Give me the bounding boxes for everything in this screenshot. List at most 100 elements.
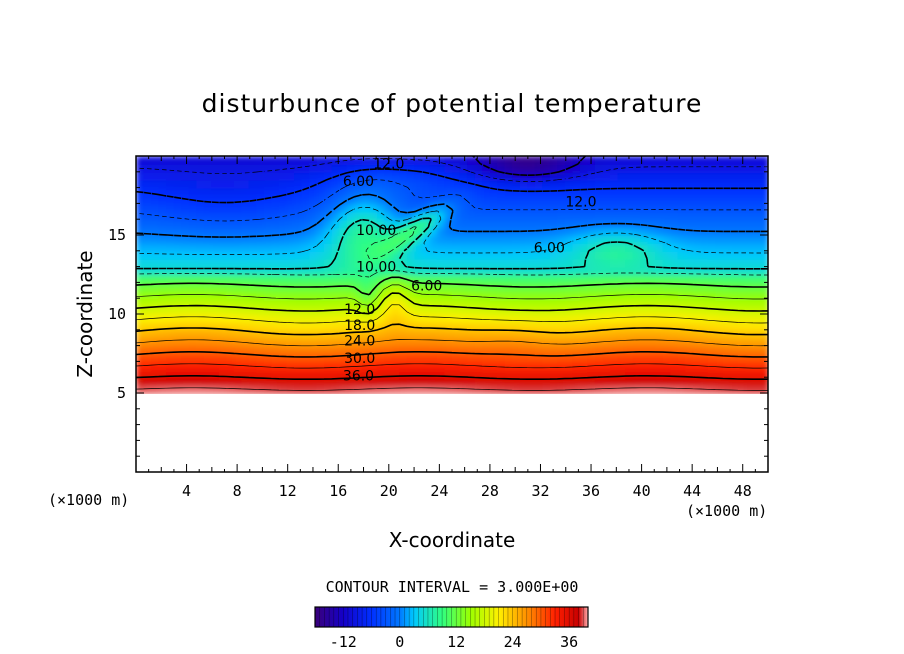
field-cell: [519, 298, 529, 308]
field-cell: [715, 258, 724, 268]
field-cell: [226, 274, 235, 284]
field-cell: [752, 377, 762, 387]
field-cell: [459, 203, 469, 213]
field-cell: [707, 179, 717, 189]
field-cell: [151, 369, 160, 379]
field-cell: [677, 235, 687, 244]
field-cell: [534, 377, 544, 387]
field-cell: [504, 321, 514, 331]
field-cell: [151, 290, 160, 300]
field-cell: [369, 235, 378, 244]
field-cell: [203, 195, 213, 205]
field-cell: [196, 337, 205, 347]
field-cell: [489, 163, 499, 173]
field-cell: [173, 163, 183, 173]
field-cell: [625, 258, 634, 268]
field-cell: [534, 227, 544, 236]
field-cell: [737, 163, 747, 173]
field-cell: [391, 274, 401, 284]
field-cell: [188, 258, 198, 268]
field-cell: [752, 258, 762, 268]
field-cell: [452, 242, 461, 252]
field-cell: [301, 345, 311, 355]
field-cell: [429, 203, 438, 213]
field-cell: [241, 274, 250, 284]
field-cell: [715, 369, 724, 379]
field-cell: [151, 250, 160, 260]
field-cell: [278, 321, 288, 331]
field-cell: [640, 156, 649, 165]
field-cell: [700, 274, 709, 284]
field-cell: [233, 385, 243, 394]
field-cell: [136, 306, 145, 315]
field-cell: [158, 203, 168, 213]
field-cell: [158, 195, 168, 205]
field-cell: [444, 321, 453, 331]
field-cell: [166, 187, 175, 197]
field-cell: [376, 290, 386, 300]
field-cell: [316, 361, 326, 371]
field-cell: [136, 195, 145, 205]
field-cell: [436, 179, 446, 189]
field-cell: [722, 337, 732, 347]
field-cell: [196, 314, 205, 323]
field-cell: [248, 345, 258, 355]
field-cell: [399, 187, 408, 197]
field-cell: [670, 219, 679, 229]
field-cell: [610, 235, 619, 244]
field-cell: [512, 353, 521, 363]
field-cell: [542, 321, 551, 331]
field-cell: [752, 171, 762, 181]
field-cell: [640, 306, 649, 315]
field-cell: [497, 290, 506, 300]
field-cell: [497, 235, 506, 244]
field-cell: [406, 282, 416, 292]
field-cell: [610, 266, 619, 276]
field-cell: [436, 266, 446, 276]
field-cell: [181, 187, 190, 197]
field-cell: [248, 329, 258, 339]
field-cell: [369, 156, 378, 165]
field-cell: [610, 353, 619, 363]
field-cell: [346, 377, 356, 387]
field-cell: [406, 179, 416, 189]
field-cell: [436, 353, 446, 363]
field-cell: [737, 187, 747, 197]
field-cell: [579, 306, 589, 315]
field-cell: [301, 385, 311, 394]
field-cell: [572, 156, 581, 165]
field-cell: [489, 242, 499, 252]
field-cell: [640, 250, 649, 260]
field-cell: [241, 369, 250, 379]
field-cell: [309, 187, 318, 197]
field-cell: [233, 274, 243, 284]
field-cell: [399, 329, 408, 339]
field-cell: [316, 171, 326, 181]
field-cell: [339, 321, 348, 331]
field-cell: [707, 156, 717, 165]
field-cell: [557, 369, 566, 379]
field-cell: [519, 385, 529, 394]
field-cell: [632, 187, 642, 197]
field-cell: [722, 211, 732, 221]
field-cell: [670, 242, 679, 252]
field-cell: [677, 385, 687, 394]
field-cell: [557, 163, 566, 173]
field-cell: [421, 274, 431, 284]
field-cell: [497, 385, 506, 394]
field-cell: [707, 171, 717, 181]
field-cell: [346, 242, 356, 252]
field-cell: [752, 156, 762, 165]
field-cell: [579, 235, 589, 244]
field-cell: [233, 298, 243, 308]
field-cell: [263, 211, 273, 221]
field-cell: [151, 345, 160, 355]
field-cell: [286, 250, 295, 260]
field-cell: [459, 242, 469, 252]
field-cell: [361, 369, 371, 379]
field-cell: [226, 227, 235, 236]
field-cell: [617, 306, 627, 315]
field-cell: [263, 282, 273, 292]
field-cell: [737, 258, 747, 268]
field-cell: [339, 369, 348, 379]
